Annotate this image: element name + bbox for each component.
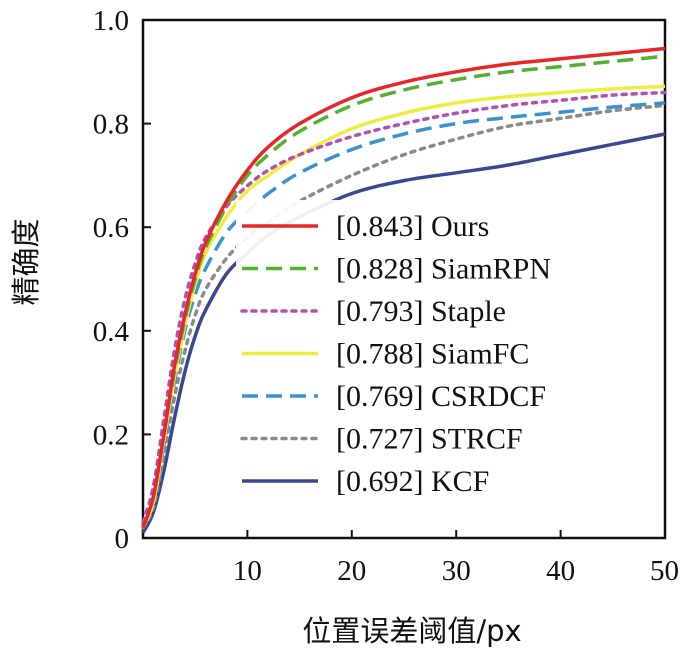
legend-label: [0.692] KCF (336, 465, 489, 498)
series-line (141, 101, 666, 529)
y-tick-label: 0 (115, 523, 130, 555)
x-tick-label: 30 (442, 555, 471, 587)
y-tick-label: 0.8 (93, 109, 129, 141)
series-line (141, 103, 667, 530)
legend-label: [0.843] Ours (336, 210, 489, 243)
y-tick-label: 0.6 (93, 212, 129, 244)
x-tick-label: 40 (546, 555, 575, 587)
x-tick-label: 10 (233, 555, 262, 587)
y-tick-label: 0.4 (93, 316, 130, 348)
x-tick-label: 20 (337, 555, 366, 587)
legend-label: [0.727] STRCF (336, 423, 523, 456)
legend-label: [0.788] SiamFC (336, 338, 529, 371)
y-axis-label: 精确度 (9, 218, 43, 305)
series-line (141, 90, 667, 525)
legend-label: [0.769] CSRDCF (336, 380, 546, 413)
x-axis-label: 位置误差阈值/px (302, 614, 521, 648)
x-tick-label: 50 (650, 555, 679, 587)
legend-label: [0.828] SiamRPN (336, 253, 551, 286)
series-line (141, 46, 666, 529)
y-tick-label: 1.0 (93, 5, 129, 37)
y-tick-label: 0.2 (93, 419, 129, 451)
x-axis: 10 20 30 40 50 (233, 530, 679, 587)
y-axis: 0 0.2 0.4 0.6 0.8 1.0 (93, 5, 151, 555)
legend-label: [0.793] Staple (336, 295, 506, 328)
legend: [0.843] Ours [0.828] SiamRPN [0.793] Stapl… (236, 200, 606, 508)
plot-frame (141, 18, 667, 540)
